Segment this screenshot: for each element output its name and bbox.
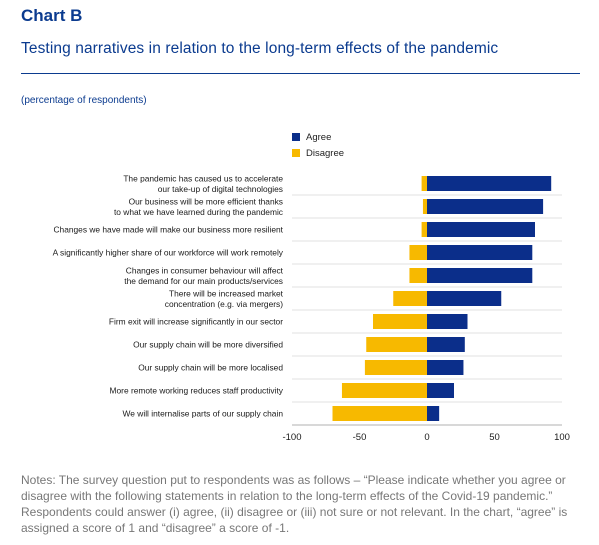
legend: Agree Disagree [292, 129, 344, 161]
notes: Notes: The survey question put to respon… [21, 473, 568, 535]
bar-disagree [364, 360, 427, 375]
bar-agree [427, 291, 502, 306]
bar-agree [427, 406, 440, 421]
category-label: Changes we have made will make our busin… [54, 225, 284, 235]
legend-item-disagree: Disagree [292, 145, 344, 161]
bar-disagree [366, 337, 427, 352]
chart-subtitle: Testing narratives in relation to the lo… [21, 40, 499, 57]
bar-disagree [422, 199, 427, 214]
category-label: More remote working reduces staff produc… [110, 386, 284, 396]
bar-agree [427, 337, 465, 352]
bar-agree [427, 268, 533, 283]
units-note: (percentage of respondents) [21, 95, 147, 106]
legend-swatch-disagree [292, 149, 300, 157]
chart-label: Chart B [21, 6, 83, 25]
category-label: Changes in consumer behaviour will affec… [124, 265, 283, 286]
category-label: Our business will be more efficient than… [114, 196, 283, 217]
bar-agree [427, 314, 468, 329]
bar-disagree [409, 268, 427, 283]
bar-disagree [332, 406, 427, 421]
x-tick-label: 50 [489, 432, 500, 443]
x-tick-label: 0 [424, 432, 429, 443]
category-label: We will internalise parts of our supply … [123, 409, 284, 419]
bar-agree [427, 199, 544, 214]
bar-agree [427, 176, 552, 191]
bar-disagree [341, 383, 427, 398]
x-tick-label: -100 [282, 432, 301, 443]
legend-label-agree: Agree [306, 131, 332, 143]
bar-disagree [421, 222, 427, 237]
category-label: The pandemic has caused us to accelerate… [123, 173, 283, 194]
bar-disagree [421, 176, 427, 191]
legend-item-agree: Agree [292, 129, 344, 145]
bar-disagree [393, 291, 427, 306]
category-label: Our supply chain will be more localised [138, 363, 283, 373]
category-label: There will be increased market concentrat… [165, 288, 284, 309]
category-label: Our supply chain will be more diversifie… [133, 340, 283, 350]
legend-label-disagree: Disagree [306, 147, 345, 159]
bar-chart: The pandemic has caused us to accelerate… [53, 173, 570, 443]
x-tick-label: 100 [554, 432, 570, 443]
bar-agree [427, 222, 535, 237]
bar-agree [427, 360, 464, 375]
bar-agree [427, 245, 533, 260]
legend-swatch-agree [292, 133, 300, 141]
category-label: Firm exit will increase significantly in… [109, 317, 283, 327]
category-label: A significantly higher share of our work… [53, 248, 284, 258]
bar-disagree [409, 245, 427, 260]
header-rule [21, 73, 580, 74]
bar-disagree [373, 314, 427, 329]
x-tick-label: -50 [353, 432, 367, 443]
bar-agree [427, 383, 454, 398]
